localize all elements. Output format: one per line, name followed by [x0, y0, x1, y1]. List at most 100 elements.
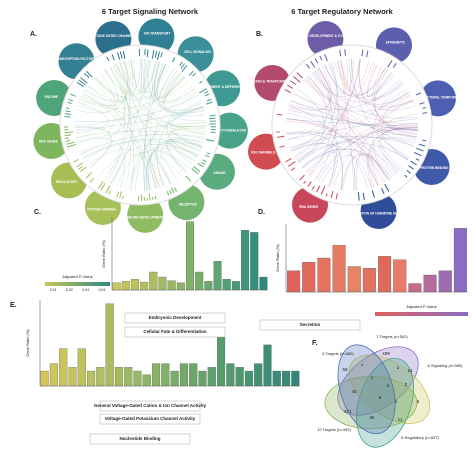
bar	[133, 370, 142, 387]
annotation: Secretion	[300, 322, 321, 327]
bar	[287, 270, 301, 293]
network-b-title: 6 Target Regulatory Network	[291, 7, 393, 16]
ring-tick	[65, 137, 70, 140]
petal-label: DEVELOPMENT & DIFFERENTIATION	[196, 85, 253, 89]
venn-count: 1	[371, 375, 374, 380]
petal-label: TRANSCRIPTION FACTORS	[53, 57, 95, 61]
ring-tick	[172, 57, 176, 63]
chord	[290, 81, 402, 110]
chord	[152, 60, 204, 111]
bar	[121, 281, 130, 291]
network: VOLTAGE GATED CHANNELS ION TRANSPORT CELL …	[33, 18, 254, 233]
chord	[286, 130, 321, 149]
venn-set-label: 7 Targets (n=502)	[376, 334, 408, 339]
chord	[115, 63, 203, 147]
chord	[291, 143, 369, 190]
annotation: Embryonic Development	[149, 315, 202, 320]
chord	[79, 77, 186, 109]
ring-tick	[293, 76, 301, 83]
chord	[295, 142, 409, 161]
ring-tick	[284, 89, 292, 94]
ring-tick	[100, 182, 106, 191]
chord	[150, 155, 171, 190]
bar	[158, 276, 167, 291]
petal	[211, 112, 248, 149]
chord	[306, 152, 338, 188]
y-axis-label: Gene Ratio (%)	[25, 329, 30, 357]
petal-label: PROTEIN BINDING	[420, 166, 449, 170]
bar	[332, 245, 346, 293]
legend-title: Adjusted P-Value	[406, 304, 437, 309]
ring-tick	[119, 191, 123, 199]
ring-tick	[344, 49, 346, 56]
chord	[145, 147, 196, 191]
bar	[40, 370, 49, 387]
venn-set-label: 6 Signaling (n=385)	[428, 363, 463, 368]
chord	[148, 141, 203, 191]
chord	[143, 59, 166, 94]
chord	[134, 100, 202, 191]
chord	[356, 99, 413, 191]
ring-tick	[151, 50, 155, 59]
ring-tick	[191, 168, 199, 175]
ring-tick	[65, 140, 70, 142]
petal-label: RECEPTOR	[179, 203, 197, 207]
ring-tick	[66, 141, 75, 145]
chord	[74, 75, 185, 126]
chord	[93, 72, 181, 101]
petal-label: ION TRANSPORT	[144, 31, 170, 35]
venn-count: 571	[344, 409, 352, 414]
ring-tick	[76, 81, 84, 88]
ring-tick	[111, 54, 115, 61]
chord	[309, 70, 333, 176]
venn-set	[356, 357, 414, 448]
bar	[393, 259, 407, 293]
bar	[105, 303, 114, 387]
ring-tick	[202, 159, 207, 163]
bar	[217, 337, 226, 387]
venn-count: 58	[342, 367, 348, 372]
ring-tick	[419, 102, 425, 105]
ring-tick	[287, 161, 296, 167]
chord	[315, 62, 339, 180]
ring-tick	[204, 90, 209, 94]
chord	[371, 137, 417, 186]
chord	[159, 68, 186, 100]
chord	[332, 127, 418, 189]
colorbar	[375, 312, 468, 316]
ring-tick	[205, 154, 210, 158]
chord	[324, 64, 388, 97]
ring-tick	[392, 62, 397, 68]
chord	[293, 62, 338, 157]
chord	[146, 85, 194, 191]
chord	[317, 68, 379, 186]
chord	[351, 58, 409, 160]
ring-tick	[362, 192, 365, 201]
chord	[297, 59, 361, 163]
venn-set-label: 6 Regulatory (n=527)	[401, 435, 439, 440]
chord	[315, 126, 418, 181]
chord	[310, 61, 370, 97]
bar	[152, 363, 161, 387]
bar	[226, 363, 235, 387]
ring-tick	[387, 60, 393, 68]
ring-tick	[80, 77, 88, 84]
petal-label: KINASE	[213, 171, 225, 175]
bar	[176, 282, 185, 291]
venn-set	[348, 354, 431, 424]
ring-tick	[154, 50, 158, 58]
bar	[408, 283, 422, 293]
ring-tick	[206, 152, 211, 155]
chord	[172, 125, 206, 128]
ring-tick	[279, 145, 285, 148]
chord	[102, 153, 161, 188]
ring-tick	[169, 189, 172, 195]
venn-count: 2	[405, 382, 408, 387]
chord	[120, 59, 136, 94]
ring-tick	[422, 139, 427, 142]
chord	[366, 154, 384, 186]
petal-label: EPIGENETIC	[386, 41, 406, 45]
chord	[318, 59, 348, 95]
chord	[298, 59, 360, 164]
ring-tick	[174, 187, 178, 192]
